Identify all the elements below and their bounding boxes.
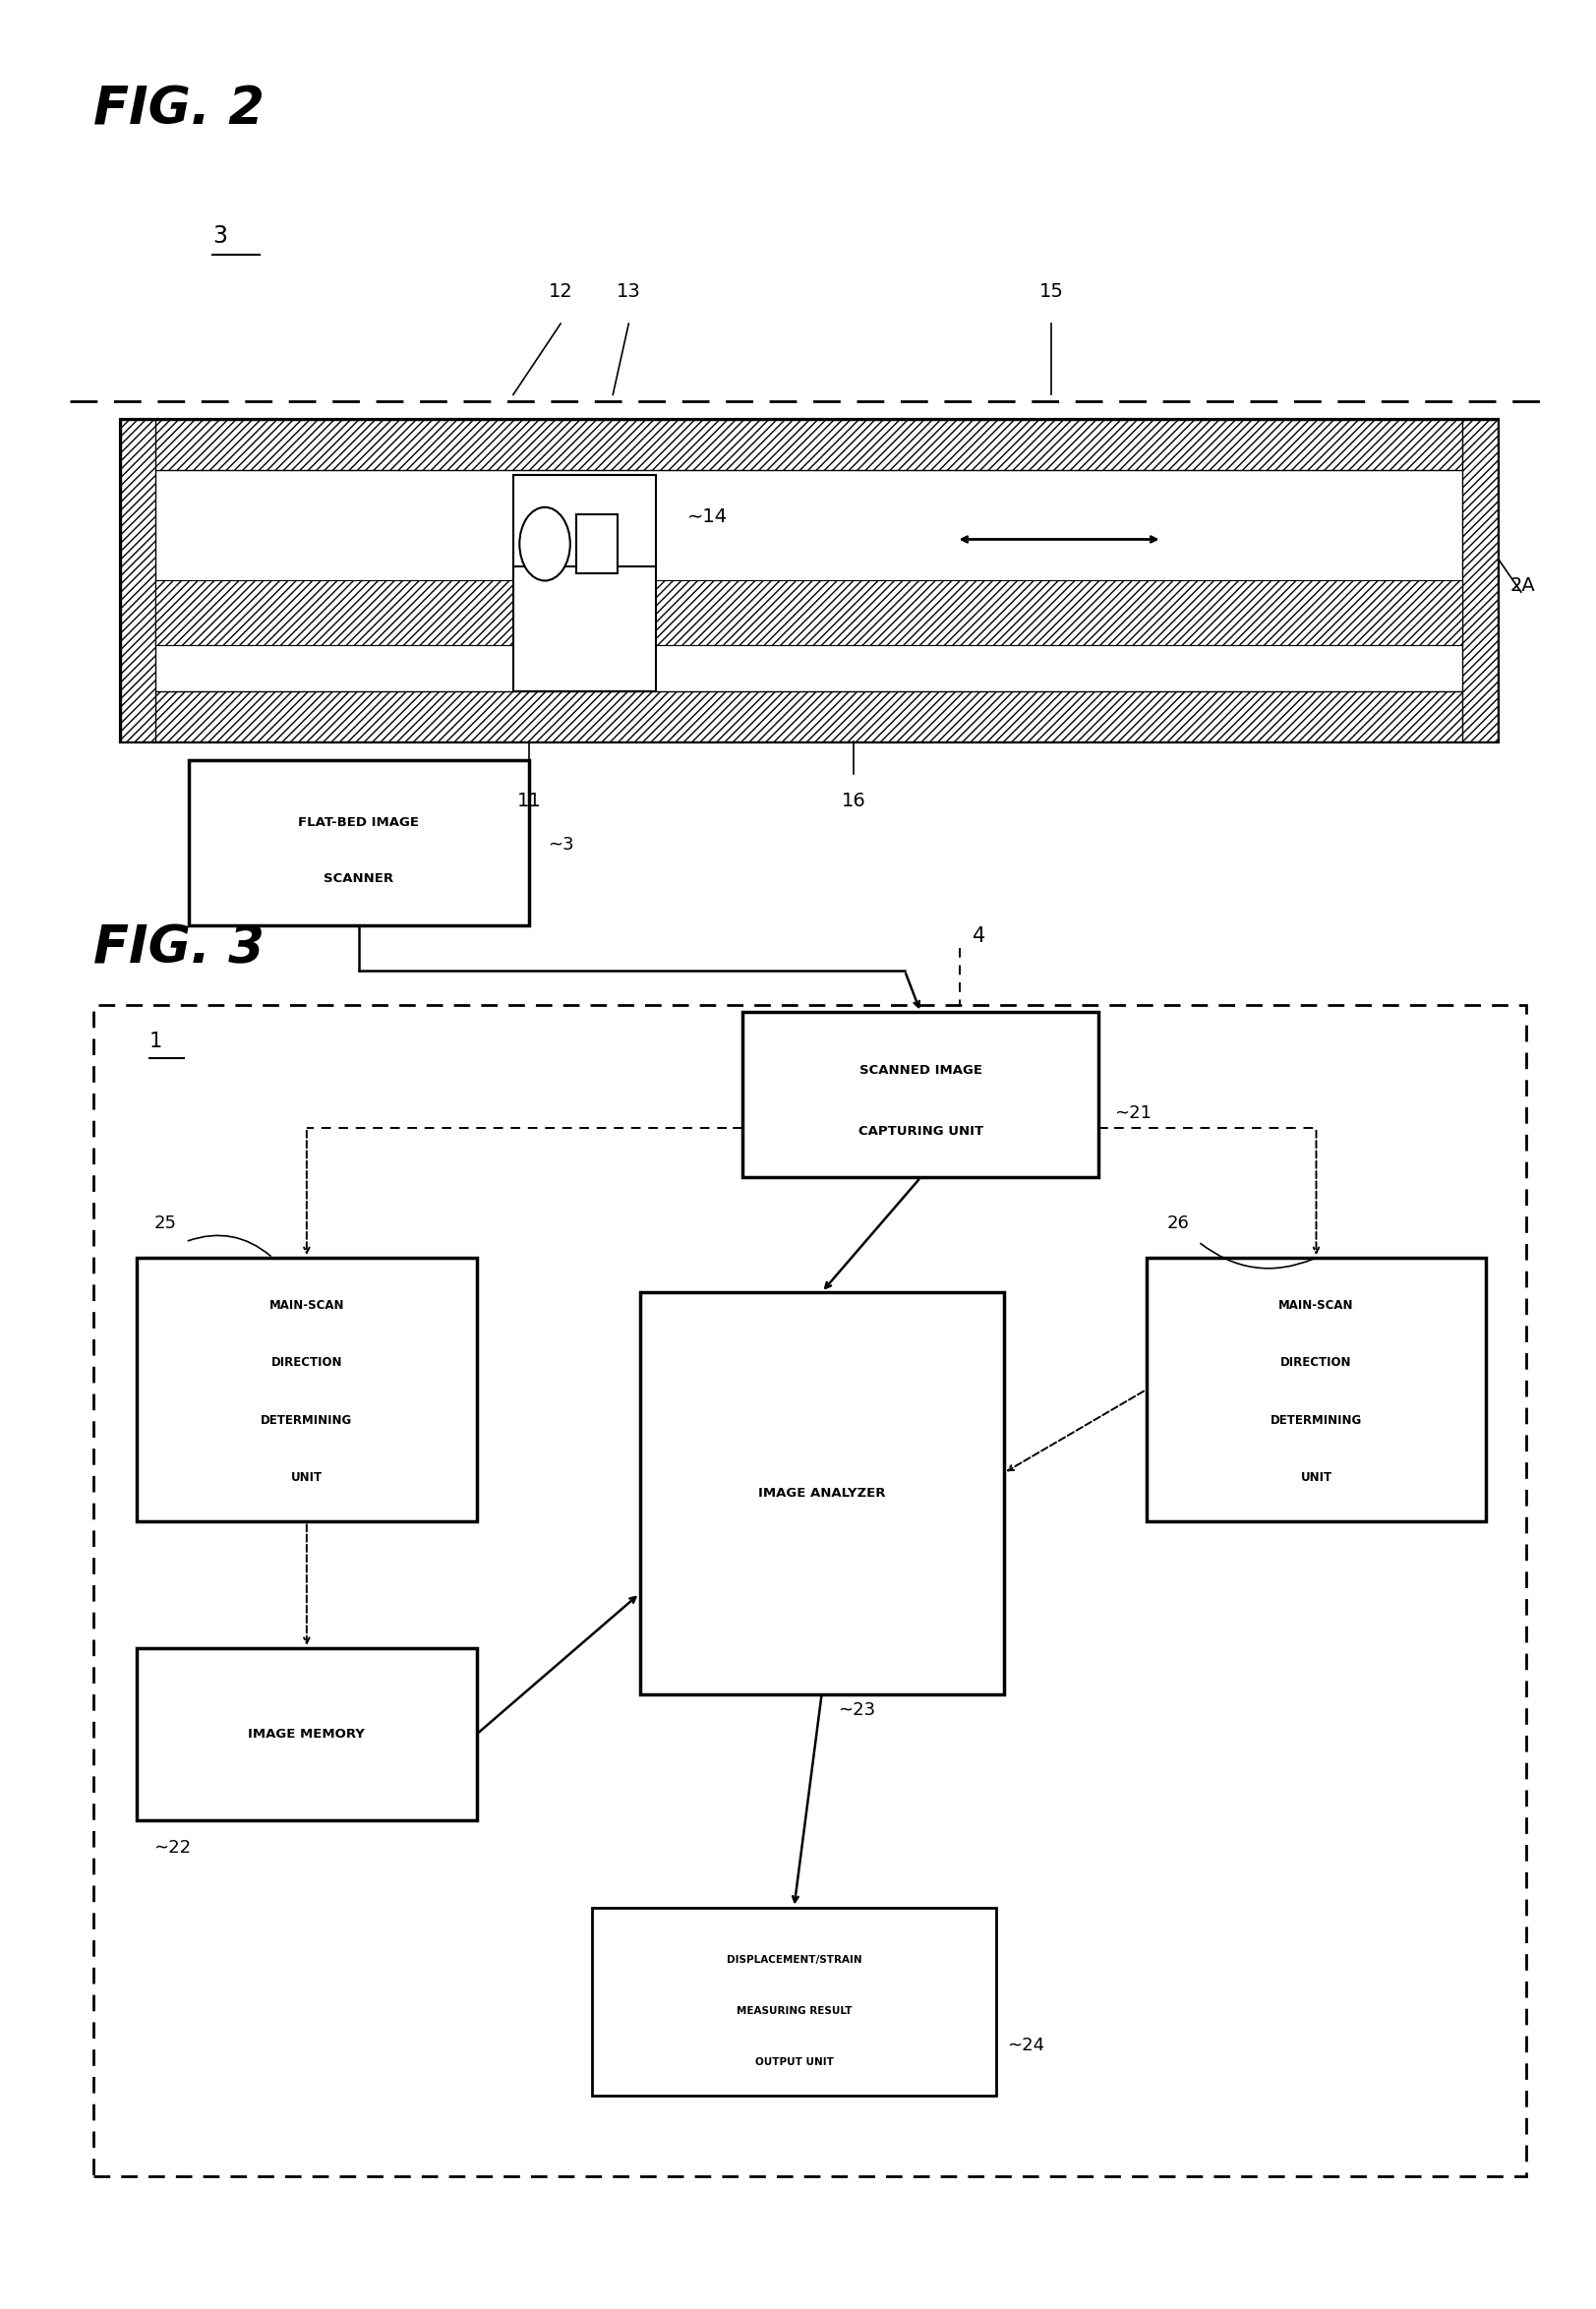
- Bar: [121, 420, 155, 741]
- Text: ∼3: ∼3: [547, 836, 575, 854]
- Text: 2A: 2A: [1510, 575, 1535, 596]
- Text: FIG. 3: FIG. 3: [94, 921, 265, 974]
- Text: MEASURING RESULT: MEASURING RESULT: [736, 2007, 852, 2016]
- Text: 25: 25: [153, 1215, 177, 1233]
- Bar: [121, 690, 1497, 741]
- Bar: [137, 1649, 477, 1819]
- Bar: [155, 644, 1462, 690]
- Bar: [155, 471, 1462, 580]
- Bar: [1146, 1258, 1486, 1522]
- Bar: [155, 471, 1462, 690]
- Text: 15: 15: [1039, 282, 1063, 300]
- Text: ∼24: ∼24: [1007, 2037, 1044, 2055]
- Text: DISPLACEMENT/STRAIN: DISPLACEMENT/STRAIN: [726, 1956, 862, 1965]
- Bar: [514, 559, 656, 690]
- Text: DIRECTION: DIRECTION: [1280, 1355, 1352, 1369]
- Bar: [576, 515, 618, 573]
- Text: UNIT: UNIT: [1301, 1471, 1333, 1485]
- Text: 26: 26: [1167, 1215, 1189, 1233]
- Text: ∼23: ∼23: [838, 1702, 875, 1718]
- Text: SCANNED IMAGE: SCANNED IMAGE: [859, 1064, 982, 1076]
- Bar: [121, 420, 1497, 741]
- Text: MAIN-SCAN: MAIN-SCAN: [1278, 1300, 1353, 1312]
- Text: DETERMINING: DETERMINING: [1270, 1413, 1361, 1427]
- Text: IMAGE ANALYZER: IMAGE ANALYZER: [758, 1487, 886, 1499]
- Text: IMAGE MEMORY: IMAGE MEMORY: [249, 1727, 365, 1741]
- Text: 11: 11: [517, 792, 541, 810]
- Text: 12: 12: [549, 282, 573, 300]
- Bar: [1462, 420, 1497, 741]
- Bar: [155, 580, 1462, 644]
- Circle shape: [520, 508, 570, 580]
- Text: DIRECTION: DIRECTION: [271, 1355, 342, 1369]
- Bar: [188, 760, 528, 926]
- Text: DETERMINING: DETERMINING: [260, 1413, 353, 1427]
- Text: UNIT: UNIT: [290, 1471, 322, 1485]
- Text: 3: 3: [212, 224, 227, 247]
- Text: SCANNER: SCANNER: [324, 873, 394, 884]
- Text: 1: 1: [150, 1032, 163, 1051]
- Bar: [514, 476, 656, 568]
- Text: MAIN-SCAN: MAIN-SCAN: [270, 1300, 345, 1312]
- Text: FLAT-BED IMAGE: FLAT-BED IMAGE: [298, 815, 420, 829]
- Text: 13: 13: [616, 282, 642, 300]
- Bar: [121, 420, 1497, 471]
- Text: OUTPUT UNIT: OUTPUT UNIT: [755, 2057, 833, 2067]
- Bar: [640, 1293, 1004, 1695]
- Text: FIG. 2: FIG. 2: [94, 85, 265, 136]
- Text: ∼22: ∼22: [153, 1838, 192, 1856]
- Text: CAPTURING UNIT: CAPTURING UNIT: [859, 1124, 983, 1138]
- Bar: [742, 1011, 1098, 1178]
- Bar: [137, 1258, 477, 1522]
- Text: ∼21: ∼21: [1114, 1104, 1152, 1122]
- Text: 16: 16: [841, 792, 865, 810]
- Bar: [94, 1004, 1526, 2175]
- Text: 4: 4: [972, 926, 985, 947]
- Text: ∼14: ∼14: [688, 508, 728, 526]
- Bar: [592, 1907, 996, 2097]
